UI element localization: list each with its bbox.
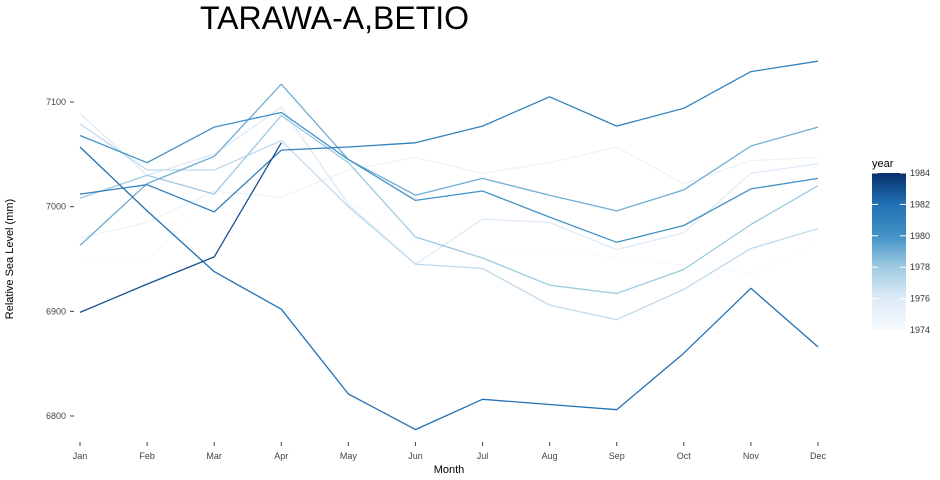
series-line-1976: [79, 106, 819, 265]
legend-tick-label: 1976: [910, 294, 930, 304]
series-line-1980: [79, 111, 819, 243]
x-tick-label: Jun: [408, 451, 423, 461]
series-line-1975: [79, 146, 819, 239]
x-tick-label: Sep: [609, 451, 625, 461]
y-tick-label: 7000: [46, 202, 66, 212]
legend-colorbar: [872, 173, 906, 330]
legend-title: year: [872, 158, 894, 170]
legend-tick-label: 1978: [910, 262, 930, 272]
y-axis-title: Relative Sea Level (mm): [4, 199, 16, 319]
x-tick-label: Aug: [542, 451, 558, 461]
legend-tick-label: 1974: [910, 325, 930, 335]
y-tick-label: 6900: [46, 306, 66, 316]
y-axis: 6800 6900 7000 7100: [46, 97, 74, 421]
legend-tick-label: 1984: [910, 168, 930, 178]
series-line-1982: [79, 146, 819, 431]
legend-ticks: 1974 1976 1978 1980 1982 1984: [872, 168, 930, 335]
x-tick-label: Oct: [677, 451, 692, 461]
chart-title: TARAWA-A,BETIO: [200, 0, 469, 36]
series-line-1983: [79, 142, 282, 313]
x-axis-title: Month: [434, 464, 465, 476]
x-tick-label: Feb: [139, 451, 155, 461]
y-tick-label: 6800: [46, 411, 66, 421]
x-tick-label: Dec: [810, 451, 827, 461]
series-line-1978: [79, 114, 819, 295]
x-tick-label: Nov: [743, 451, 760, 461]
x-tick-label: Apr: [274, 451, 288, 461]
x-tick-label: May: [340, 451, 358, 461]
series-line-1979: [79, 83, 819, 246]
x-tick-label: Jan: [73, 451, 88, 461]
legend-tick-label: 1980: [910, 231, 930, 241]
series-lines: [79, 60, 819, 431]
series-line-1981: [79, 60, 819, 213]
y-tick-label: 7100: [46, 97, 66, 107]
x-tick-label: Jul: [477, 451, 489, 461]
legend: year 1974 1976 1978 1980 1982 1984: [872, 158, 930, 335]
series-line-1977: [79, 123, 819, 321]
legend-tick-label: 1982: [910, 199, 930, 209]
x-axis: Jan Feb Mar Apr May Jun Jul Aug Sep Oct Nov Dec: [73, 442, 827, 461]
x-tick-label: Mar: [206, 451, 222, 461]
